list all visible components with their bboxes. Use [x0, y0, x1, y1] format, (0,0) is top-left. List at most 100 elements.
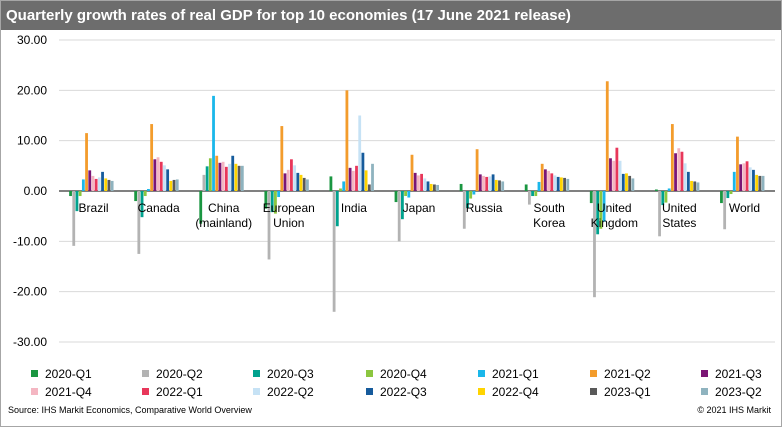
- bar-2021-Q1-5: [407, 191, 411, 198]
- bar-2022-Q3-4: [361, 152, 365, 191]
- bar-2020-Q2-2: [202, 174, 206, 191]
- y-tick-label: 10.00: [17, 134, 47, 148]
- y-tick-label: 0.00: [24, 184, 48, 198]
- bar-2021-Q4-2: [221, 161, 225, 191]
- bar-2020-Q4-9: [664, 191, 668, 203]
- x-category-label: Brazil: [79, 201, 109, 215]
- x-category-label: India: [341, 201, 367, 215]
- bar-2023-Q1-7: [563, 177, 566, 191]
- bar-2020-Q4-2: [208, 158, 212, 191]
- bar-2022-Q1-4: [355, 165, 358, 191]
- bar-2023-Q1-10: [758, 175, 762, 191]
- x-category-label: States: [662, 216, 696, 230]
- bar-2022-Q4-0: [104, 178, 108, 191]
- x-category-label: South: [534, 201, 565, 215]
- bar-2021-Q3-5: [413, 172, 417, 191]
- bar-2020-Q1-4: [329, 176, 333, 191]
- bar-2021-Q4-5: [417, 175, 420, 191]
- bar-2023-Q2-6: [501, 181, 505, 191]
- bar-2020-Q1-0: [69, 191, 72, 197]
- bar-2021-Q4-10: [742, 163, 746, 191]
- bar-2022-Q4-4: [364, 170, 368, 191]
- bar-2021-Q4-7: [547, 170, 550, 191]
- bar-2022-Q1-10: [745, 161, 749, 191]
- bar-2021-Q2-2: [215, 155, 219, 191]
- bar-2022-Q1-7: [550, 173, 554, 191]
- x-category-label: United: [597, 201, 632, 215]
- bar-2023-Q1-0: [107, 179, 111, 191]
- bar-2022-Q1-1: [159, 161, 163, 191]
- bar-2020-Q1-2: [199, 191, 203, 224]
- bar-2022-Q4-9: [690, 180, 693, 191]
- bar-2021-Q3-4: [348, 167, 352, 191]
- bar-2020-Q1-10: [720, 191, 723, 204]
- bar-2021-Q4-0: [91, 175, 95, 191]
- bar-2021-Q1-4: [342, 181, 346, 191]
- bar-2020-Q2-5: [397, 191, 401, 242]
- bar-2023-Q1-6: [498, 180, 501, 191]
- bar-2021-Q4-4: [351, 170, 355, 191]
- bar-2021-Q2-10: [736, 136, 739, 191]
- bar-2020-Q1-9: [654, 189, 658, 191]
- bar-2022-Q4-5: [429, 183, 433, 191]
- bar-2020-Q4-5: [404, 191, 407, 197]
- y-tick-label: 30.00: [17, 33, 47, 47]
- bar-2022-Q4-2: [234, 163, 238, 191]
- bar-2020-Q2-9: [658, 191, 661, 237]
- x-category-label: Canada: [138, 201, 180, 215]
- x-category-label: Korea: [533, 216, 565, 230]
- bar-2020-Q1-3: [264, 191, 268, 209]
- x-category-label: World: [729, 201, 760, 215]
- bar-2022-Q4-7: [559, 177, 563, 191]
- bar-2022-Q3-5: [426, 181, 430, 191]
- bar-2020-Q4-6: [469, 191, 473, 199]
- bar-2021-Q4-6: [482, 175, 485, 191]
- bar-2023-Q2-8: [631, 178, 635, 191]
- x-category-label: Union: [273, 216, 304, 230]
- bar-2022-Q2-10: [748, 167, 752, 191]
- bar-2022-Q4-8: [625, 173, 628, 191]
- bar-2022-Q1-2: [224, 166, 228, 191]
- bar-2023-Q1-8: [628, 175, 632, 191]
- bar-2021-Q3-10: [739, 164, 743, 191]
- bar-2021-Q3-7: [543, 169, 547, 191]
- bar-2020-Q1-8: [589, 191, 593, 204]
- bar-2020-Q4-10: [729, 191, 733, 195]
- bar-2020-Q3-2: [205, 166, 209, 191]
- bar-2021-Q4-1: [156, 157, 160, 191]
- bar-2023-Q2-4: [371, 163, 374, 191]
- bar-2020-Q4-1: [143, 191, 147, 197]
- bar-2022-Q3-3: [296, 172, 300, 191]
- bar-2020-Q4-3: [274, 191, 277, 214]
- bar-2020-Q3-8: [596, 191, 600, 235]
- bar-2021-Q4-9: [677, 148, 681, 191]
- bar-2021-Q2-6: [475, 149, 479, 191]
- bar-2021-Q1-9: [667, 188, 671, 191]
- bar-2021-Q2-1: [150, 124, 154, 191]
- y-tick-label: -20.00: [13, 285, 47, 299]
- bar-2023-Q2-10: [761, 175, 765, 191]
- bar-2022-Q2-2: [228, 163, 231, 191]
- bar-2022-Q1-5: [420, 173, 423, 191]
- bar-2020-Q4-8: [599, 191, 603, 229]
- copyright-note: © 2021 IHS Markit: [697, 405, 771, 415]
- bar-2021-Q1-7: [537, 181, 541, 191]
- bar-2022-Q3-0: [101, 171, 104, 191]
- bar-2021-Q4-8: [612, 160, 616, 191]
- bar-2023-Q1-4: [367, 184, 371, 191]
- bar-2020-Q2-4: [332, 191, 336, 312]
- bar-2022-Q3-10: [752, 169, 755, 191]
- bar-2021-Q1-1: [147, 188, 150, 191]
- bar-2021-Q2-3: [280, 126, 284, 191]
- bar-2022-Q2-1: [163, 165, 166, 191]
- bar-2023-Q2-0: [110, 180, 114, 191]
- bar-2020-Q3-0: [75, 191, 79, 212]
- bar-2022-Q1-8: [615, 147, 619, 191]
- bar-2020-Q2-10: [723, 191, 727, 230]
- bar-2022-Q3-9: [686, 171, 690, 191]
- bar-2022-Q3-6: [491, 174, 495, 191]
- bar-2020-Q3-10: [726, 191, 730, 199]
